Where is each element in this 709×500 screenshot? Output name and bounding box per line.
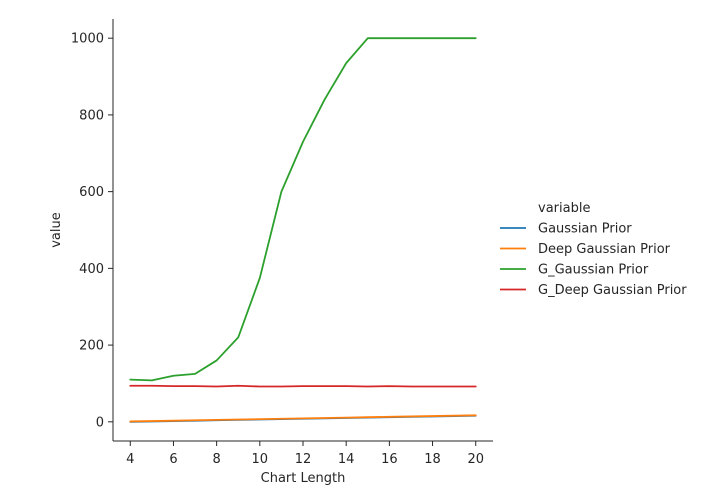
x-tick-label: 18 [424,452,441,467]
x-tick-label: 16 [381,452,398,467]
x-tick-label: 10 [252,452,269,467]
y-tick-label: 0 [96,415,104,430]
y-tick-label: 200 [79,339,104,354]
legend-entry-label: Gaussian Prior [538,222,632,237]
legend-title: variable [538,201,590,216]
y-tick-label: 400 [79,262,104,277]
y-tick-label: 800 [79,108,104,123]
x-axis-label: Chart Length [261,471,346,486]
series-line-g-deep-gaussian-prior [129,384,477,388]
legend-entry-label: Deep Gaussian Prior [538,242,671,257]
series-line-g-gaussian-prior [129,37,477,382]
y-tick-label: 1000 [71,32,104,47]
y-axis-label: value [49,212,64,248]
x-tick-label: 14 [338,452,355,467]
series-line-deep-gaussian-prior [129,414,477,423]
plot-area [129,37,477,423]
x-tick-label: 4 [126,452,134,467]
legend: variable Gaussian Prior Deep Gaussian Pri… [500,201,687,298]
legend-entry-label: G_Gaussian Prior [538,263,649,278]
x-tick-label: 12 [295,452,312,467]
y-axis: 0 200 400 600 800 1000 [71,19,114,441]
x-tick-label: 20 [467,452,484,467]
y-tick-label: 600 [79,185,104,200]
x-tick-label: 6 [169,452,177,467]
x-tick-label: 8 [212,452,220,467]
x-axis: 4 6 8 10 12 14 16 18 20 [113,440,493,467]
legend-entry-label: G_Deep Gaussian Prior [538,283,687,298]
